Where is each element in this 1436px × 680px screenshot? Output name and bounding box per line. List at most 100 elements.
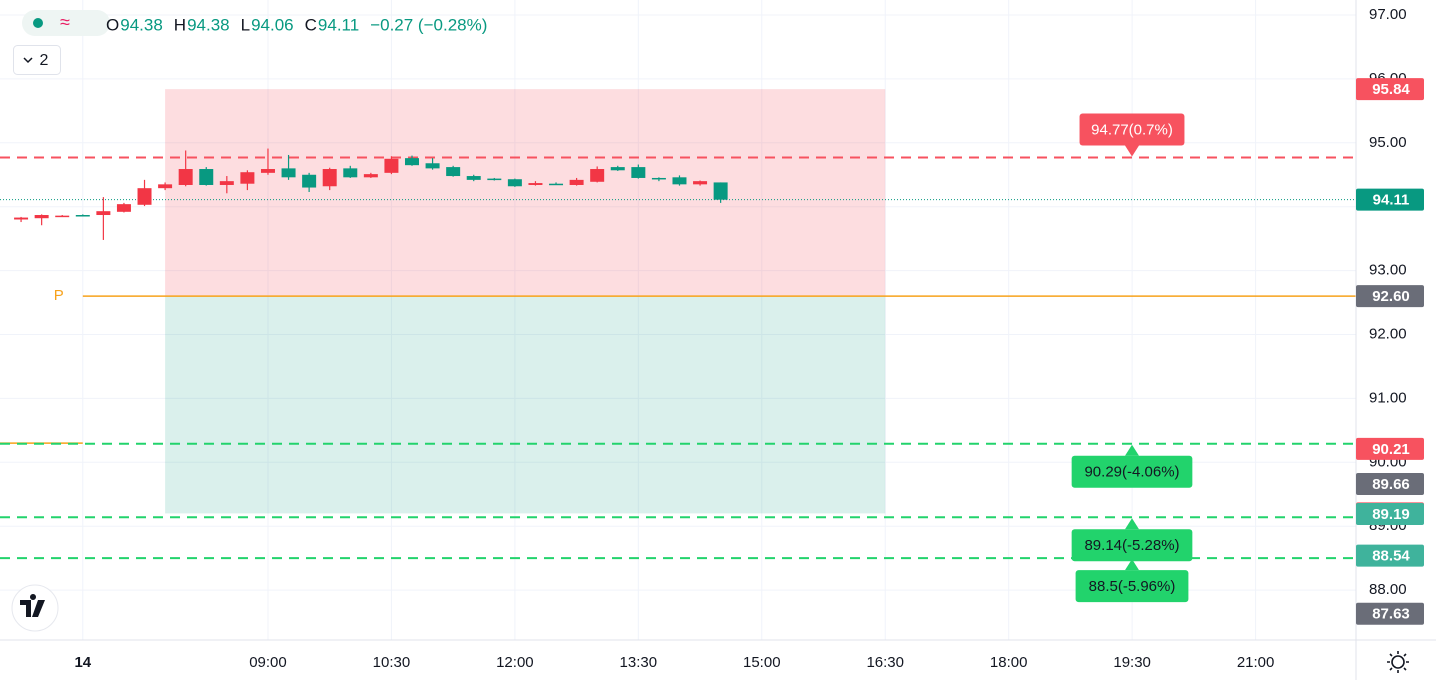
indicator-icon: ≈	[60, 12, 70, 32]
level-pill	[1071, 455, 1193, 488]
stop-zone	[165, 89, 886, 297]
price-badge	[1356, 544, 1424, 567]
price-badge	[1356, 473, 1424, 496]
level-pill	[1075, 570, 1189, 603]
candle-body	[610, 167, 625, 171]
level-pill-arrow	[1125, 444, 1139, 456]
ohlc-key: H	[174, 15, 186, 34]
ohlc-header: O 94.38 H 94.38 L 94.06 C 94.11 −0.27 (−0.28%)	[106, 15, 487, 34]
level-pill-arrow	[1125, 145, 1139, 157]
candle-body	[199, 169, 214, 185]
settings-icon[interactable]	[1387, 651, 1409, 673]
grid	[0, 0, 1356, 640]
collapsed-count: 2	[40, 52, 49, 69]
candle-body	[549, 183, 564, 186]
candle-body	[55, 215, 70, 218]
candle-body	[507, 179, 522, 187]
target-zone	[165, 296, 886, 514]
ohlc-key: L	[241, 15, 250, 34]
candle-body	[343, 168, 358, 178]
price-badge	[1356, 78, 1424, 101]
candle-body	[137, 188, 152, 205]
candle-body	[116, 204, 131, 212]
y-tick-label: 93.00	[1369, 262, 1407, 279]
price-badge-label: 88.54	[1372, 548, 1410, 565]
level-pill	[1071, 529, 1193, 562]
candle-body	[425, 163, 440, 169]
indicator-pill[interactable]	[22, 10, 110, 36]
candle-body	[240, 172, 255, 184]
candle-body	[322, 169, 337, 187]
x-tick-label: 14	[74, 654, 91, 671]
ohlc-key: O	[106, 15, 119, 34]
level-pill-arrow	[1125, 518, 1139, 530]
price-badge-label: 87.63	[1372, 606, 1410, 623]
pivot-label: P	[54, 287, 64, 304]
price-badge-label: 94.11	[1373, 192, 1410, 209]
settings-ring	[1391, 655, 1405, 669]
price-badge-label: 90.21	[1372, 441, 1410, 458]
x-tick-label: 19:30	[1113, 654, 1151, 671]
y-tick-label: 91.00	[1369, 389, 1407, 406]
x-tick-label: 09:00	[249, 654, 287, 671]
ohlc-value: 94.06	[251, 15, 294, 34]
logo	[20, 593, 45, 617]
level-pill	[1079, 113, 1185, 146]
level-pill-arrow	[1125, 559, 1139, 571]
candle-body	[651, 177, 666, 180]
ohlc-value: 94.11	[318, 15, 359, 34]
price-badge-label: 89.19	[1372, 506, 1410, 523]
level-label: 89.14(-5.28%)	[1084, 537, 1179, 554]
candle-body	[446, 167, 461, 177]
status-dot	[33, 18, 43, 28]
level-label: 94.77(0.7%)	[1091, 121, 1173, 138]
candle-body	[528, 183, 543, 185]
x-tick-label: 18:00	[990, 654, 1028, 671]
candle-body	[569, 179, 584, 185]
overlay: ≈ 2	[11, 10, 1409, 673]
settings-rays	[1387, 651, 1409, 673]
collapse-button[interactable]	[13, 45, 61, 75]
candle-body	[34, 215, 49, 219]
candle-body	[672, 177, 687, 185]
ohlc-value: 94.38	[120, 15, 163, 34]
candle-body	[281, 168, 296, 178]
candle-body	[178, 169, 193, 185]
logo-badge[interactable]	[11, 584, 59, 632]
y-tick-label: 92.00	[1369, 325, 1407, 342]
candle-body	[219, 181, 234, 185]
candle-body	[590, 169, 605, 182]
candle-body	[384, 158, 399, 173]
price-badge-label: 89.66	[1372, 476, 1410, 493]
y-tick-label: 95.00	[1369, 134, 1407, 151]
candle-body	[363, 174, 378, 178]
price-badge	[1356, 602, 1424, 625]
level-label: 90.29(-4.06%)	[1084, 464, 1179, 481]
x-tick-label: 21:00	[1237, 654, 1275, 671]
candle-body	[96, 211, 111, 216]
price-badge-label: 92.60	[1372, 288, 1410, 305]
price-badge	[1356, 188, 1424, 211]
candle-body	[631, 167, 646, 178]
x-tick-label: 13:30	[620, 654, 658, 671]
x-tick-label: 10:30	[373, 654, 411, 671]
price-badge	[1356, 285, 1424, 308]
y-tick-label: 88.00	[1369, 581, 1407, 598]
ohlc-key: C	[305, 15, 317, 34]
candle-body	[487, 178, 502, 181]
level-label: 88.5(-5.96%)	[1089, 578, 1176, 595]
candle-body	[75, 215, 90, 217]
price-badge	[1356, 503, 1424, 526]
chevron-icon	[23, 57, 33, 64]
price-badge-label: 95.84	[1372, 81, 1410, 98]
candle-body	[466, 176, 481, 180]
candle-body	[693, 181, 708, 185]
axes: 88.0089.0090.0091.0092.0093.0094.0095.00…	[74, 6, 1424, 671]
candle-body	[260, 169, 275, 173]
x-tick-label: 15:00	[743, 654, 781, 671]
candle-body	[158, 184, 173, 189]
candle-body	[302, 174, 317, 188]
